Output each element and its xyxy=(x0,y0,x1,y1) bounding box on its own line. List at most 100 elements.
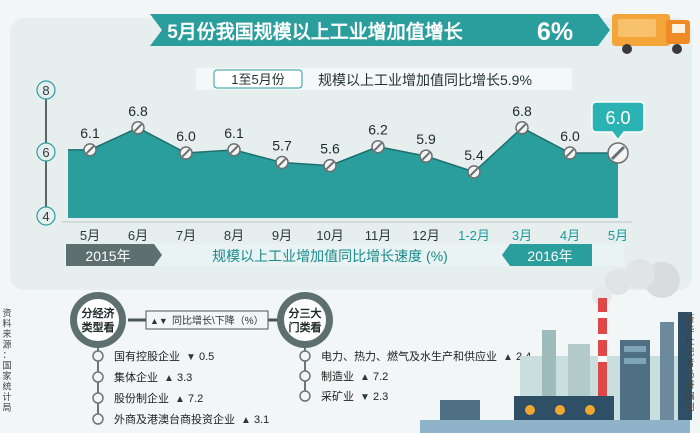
data-point xyxy=(227,143,241,157)
list-bullet xyxy=(92,392,104,404)
highlight-callout xyxy=(591,101,645,142)
data-point-slash xyxy=(517,123,527,133)
x-axis-ticks: 5月 6月 7月 8月 9月 10月 11月 12月 1-2月 3月 4月 5月 xyxy=(62,221,632,243)
data-point xyxy=(371,139,385,154)
ownership-badge-line1: 分经济 xyxy=(82,306,116,320)
list-item: 外商及港澳台商投资企业 ▲ 3.1 xyxy=(92,412,269,426)
vertical-char: 家 xyxy=(2,370,11,381)
data-point-slash xyxy=(181,148,191,158)
list-bullet xyxy=(299,370,311,382)
ownership-badge: 分经济 类型看 xyxy=(70,292,126,348)
data-label: 6.8 xyxy=(512,103,532,119)
subheader: 1至5月份 规模以上工业增加值同比增长5.9% xyxy=(196,68,572,90)
x-axis-title: 规模以上工业增加值同比增长速度 (%) xyxy=(212,248,448,264)
down-arrow-icon: ▼ xyxy=(186,352,196,363)
data-point xyxy=(131,121,145,135)
y-tick-6: 6 xyxy=(36,142,56,162)
list-item: 制造业 ▲ 7.2 xyxy=(299,369,388,383)
vertical-char: 记 xyxy=(685,347,694,357)
list-item: 集体企业 ▲ 3.3 xyxy=(92,370,192,384)
list-item-label: 股份制企业 xyxy=(114,391,169,405)
data-point-slash xyxy=(610,145,626,161)
ownership-badge-line2: 类型看 xyxy=(82,320,115,334)
area-fill xyxy=(68,127,618,218)
up-arrow-icon: ▲ xyxy=(241,415,251,426)
data-label: 6.2 xyxy=(368,122,388,138)
data-point-slash xyxy=(421,151,431,161)
legend-text: 同比增长\下降（%） xyxy=(172,314,264,327)
vertical-char: 马 xyxy=(685,369,694,379)
x-tick-label: 6月 xyxy=(128,228,148,243)
x-tick-label: 11月 xyxy=(365,228,392,243)
title-banner: 5月份我国规模以上工业增加值增长 6% xyxy=(150,14,610,46)
data-point xyxy=(515,121,529,135)
factory-illustration xyxy=(420,259,692,433)
highlight-value-label: 6.0 xyxy=(605,108,630,128)
page-title: 5月份我国规模以上工业增加值增长 xyxy=(167,20,464,43)
vertical-char: 国 xyxy=(2,361,11,371)
list-bullet xyxy=(299,350,311,362)
up-arrow-icon: ▲ xyxy=(503,352,513,363)
vertical-char: 源 xyxy=(2,340,11,350)
chart-area-series: 6.1 6.8 6.0 6.1 5.7 5.6 6.2 5.9 5.4 6.8 6.0 6.0 xyxy=(68,101,645,218)
list-item: 采矿业 ▼ 2.3 xyxy=(299,390,388,403)
y-tick-label: 8 xyxy=(42,83,49,98)
data-point-slash xyxy=(325,161,335,170)
vertical-char: 制 xyxy=(685,401,694,412)
list-item-value: 3.1 xyxy=(254,414,269,426)
data-point xyxy=(275,155,289,170)
vertical-char: 新 xyxy=(685,313,694,324)
vertical-char: 研 xyxy=(685,380,694,390)
x-tick-label: 1-2月 xyxy=(458,228,490,243)
list-item-label: 采矿业 xyxy=(321,390,354,403)
subheader-text: 规模以上工业增加值同比增长5.9% xyxy=(318,72,532,88)
vertical-char: 料 xyxy=(2,318,11,329)
title-value: 6% xyxy=(537,18,573,46)
data-point xyxy=(563,146,577,160)
data-point-slash xyxy=(277,158,287,167)
truck-icon xyxy=(612,14,690,54)
y-tick-8: 8 xyxy=(36,80,56,100)
data-point xyxy=(419,149,433,163)
x-tick-label: 9月 xyxy=(272,228,292,243)
x-tick-label: 5月 xyxy=(80,228,100,243)
legend-arrows: ▲▼ xyxy=(150,316,168,326)
list-item-value: 7.2 xyxy=(188,393,203,405)
data-point-slash xyxy=(469,167,479,177)
list-item-value: 0.5 xyxy=(199,351,214,363)
list-bullet xyxy=(92,371,104,383)
data-point-slash xyxy=(133,123,143,133)
list-item-label: 国有控股企业 xyxy=(114,349,180,363)
list-item: 国有控股企业 ▼ 0.5 xyxy=(92,349,214,363)
data-label: 6.0 xyxy=(560,128,580,144)
list-item-label: 电力、热力、燃气及水生产和供应业 xyxy=(321,349,497,363)
list-bullet xyxy=(92,350,104,362)
y-tick-label: 6 xyxy=(42,145,49,160)
subheader-period: 1至5月份 xyxy=(231,72,284,87)
data-label: 6.1 xyxy=(224,125,244,141)
list-item: 股份制企业 ▲ 7.2 xyxy=(92,391,203,405)
data-point-highlight xyxy=(607,142,629,164)
vertical-char: 社 xyxy=(685,335,694,346)
vertical-char: 局 xyxy=(2,403,11,413)
up-arrow-icon: ▲ xyxy=(164,373,174,384)
data-label: 6.0 xyxy=(176,128,196,144)
list-item-value: 7.2 xyxy=(373,371,388,383)
x-tick-label: 5月 xyxy=(608,228,628,243)
data-point-slash xyxy=(229,145,239,155)
title-ribbon xyxy=(150,14,610,46)
sector-badge-line1: 分三大 xyxy=(289,306,322,320)
list-item-label: 外商及港澳台商投资企业 xyxy=(114,412,235,426)
breakdown-section: ▲▼ 同比增长\下降（%） 分经济 类型看 分三大 门类看 国有控股企业 ▼ 0.5… xyxy=(70,292,531,426)
data-point-slash xyxy=(85,145,95,155)
data-point xyxy=(179,146,193,160)
list-item-label: 制造业 xyxy=(321,369,354,383)
x-tick-label: 4月 xyxy=(560,228,580,243)
year-badge-2015 xyxy=(66,244,162,266)
year-label-2016: 2016年 xyxy=(527,248,572,264)
sector-badge-line2: 门类看 xyxy=(289,320,322,334)
year-badge-2016 xyxy=(502,244,592,266)
